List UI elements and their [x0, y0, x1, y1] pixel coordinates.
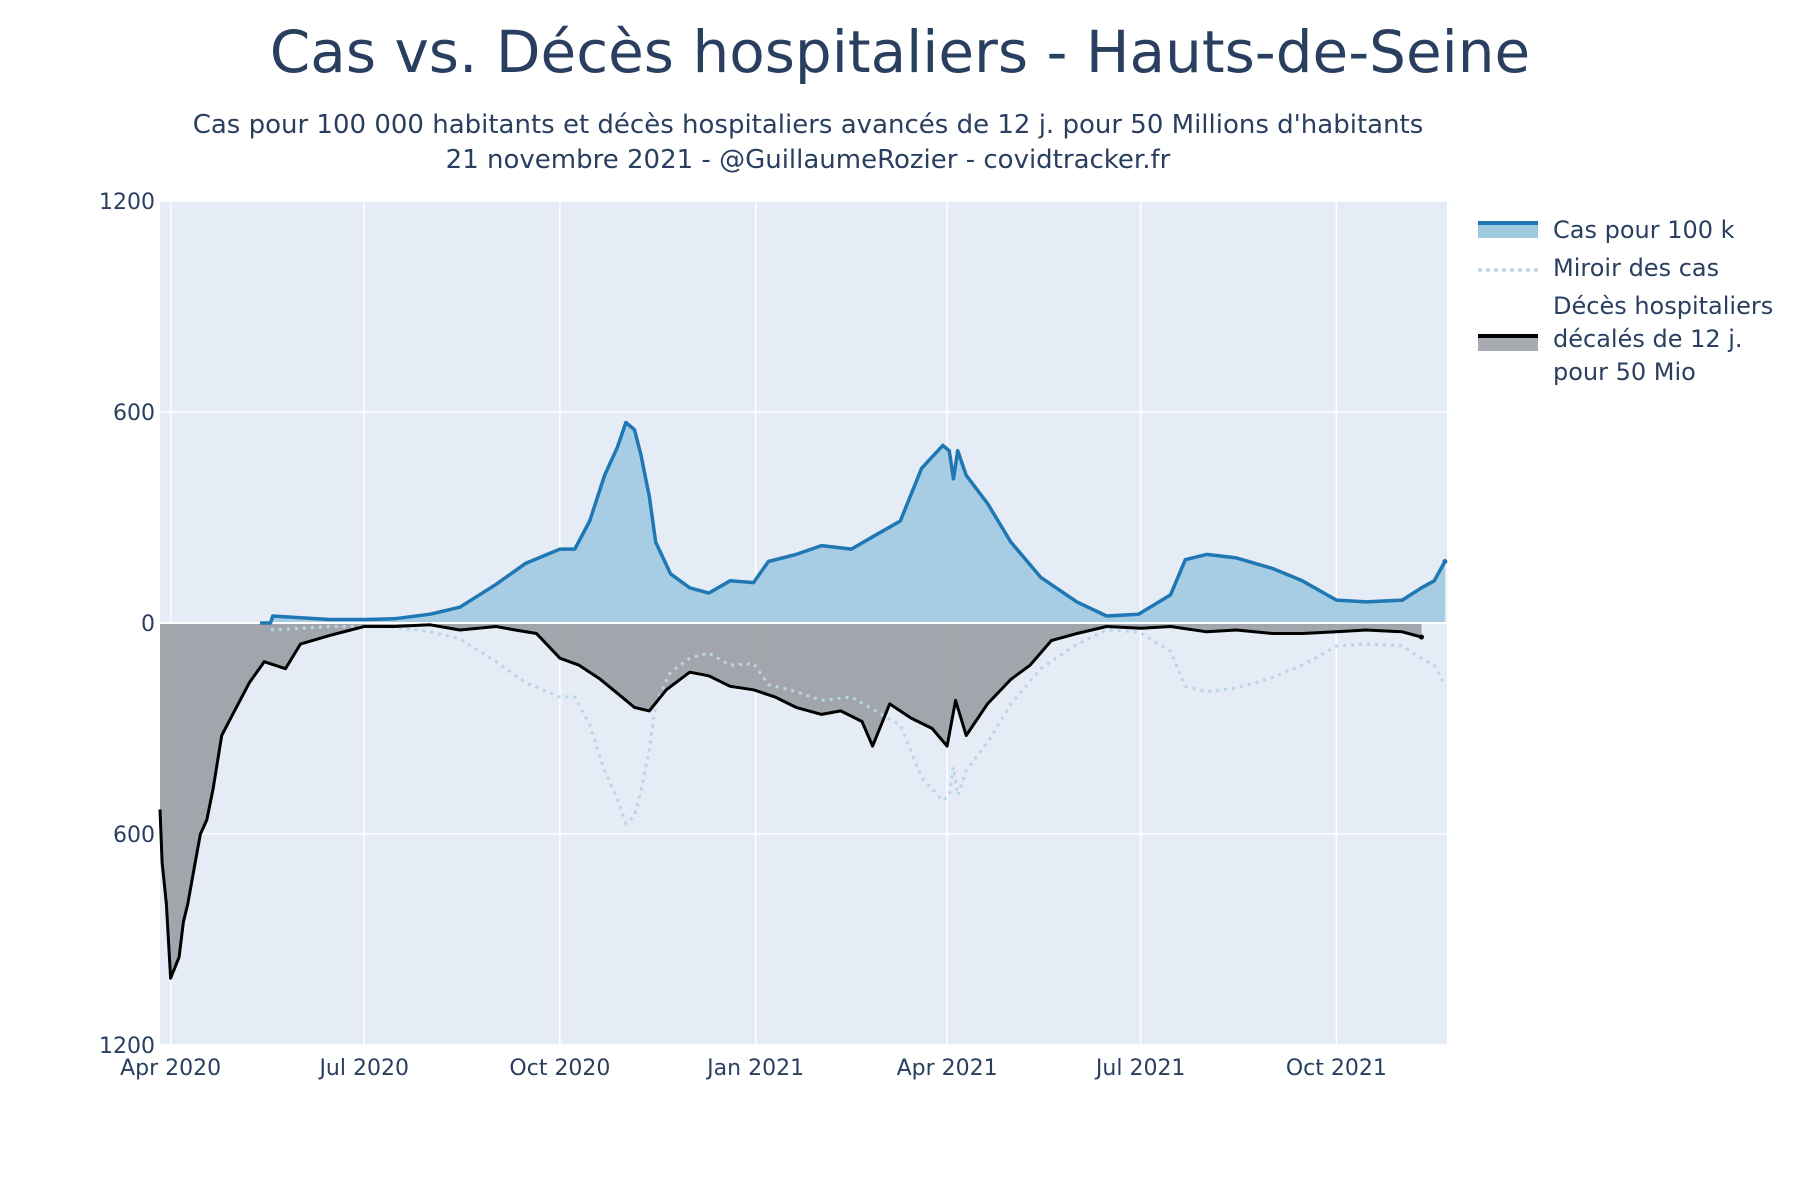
- x-tick-label: Oct 2020: [509, 1056, 610, 1081]
- chart-title: Cas vs. Décès hospitaliers - Hauts-de-Se…: [269, 18, 1531, 86]
- x-tick-label: Jan 2021: [705, 1056, 804, 1081]
- y-tick-label: 600: [113, 401, 155, 426]
- legend-swatch-deaths: [1478, 334, 1538, 351]
- cases-line: [260, 420, 1447, 625]
- legend-label-deaths-line1: Décès hospitaliers: [1553, 292, 1774, 320]
- legend-swatch-cases: [1478, 221, 1538, 238]
- legend-label-mirror: Miroir des cas: [1553, 254, 1720, 282]
- chart-subtitle-line1: Cas pour 100 000 habitants et décès hosp…: [192, 110, 1424, 140]
- deaths-end-point: [1418, 634, 1424, 640]
- x-tick-label: Jul 2021: [1094, 1056, 1186, 1081]
- y-tick-label: 1200: [99, 1034, 155, 1059]
- legend-swatch-mirror: [1478, 268, 1538, 272]
- y-tick-label: 600: [113, 823, 155, 848]
- cases-area: [260, 422, 1445, 623]
- legend-item-cases[interactable]: Cas pour 100 k: [1478, 214, 1798, 252]
- legend-item-mirror[interactable]: Miroir des cas: [1478, 252, 1798, 290]
- cases-end-point: [1442, 558, 1448, 564]
- deaths-area: [160, 623, 1422, 979]
- legend-item-deaths[interactable]: Décès hospitaliers décalés de 12 j. pour…: [1478, 290, 1798, 390]
- x-tick-label: Jul 2020: [317, 1056, 409, 1081]
- y-tick-label: 0: [141, 612, 155, 637]
- chart-subtitle-line2: 21 novembre 2021 - @GuillaumeRozier - co…: [445, 145, 1171, 175]
- legend-label-cases: Cas pour 100 k: [1553, 216, 1735, 244]
- x-tick-label: Apr 2020: [120, 1056, 221, 1081]
- mirror-line: [260, 621, 1447, 827]
- legend: Cas pour 100 k Miroir des cas Décès hosp…: [1478, 214, 1798, 390]
- legend-label-deaths-line2: décalés de 12 j.: [1553, 325, 1743, 353]
- legend-label-deaths-line3: pour 50 Mio: [1553, 358, 1696, 386]
- x-tick-label: Apr 2021: [897, 1056, 998, 1081]
- x-tick-label: Oct 2021: [1286, 1056, 1387, 1081]
- y-tick-label: 1200: [99, 190, 155, 215]
- deaths-line: [158, 623, 1422, 980]
